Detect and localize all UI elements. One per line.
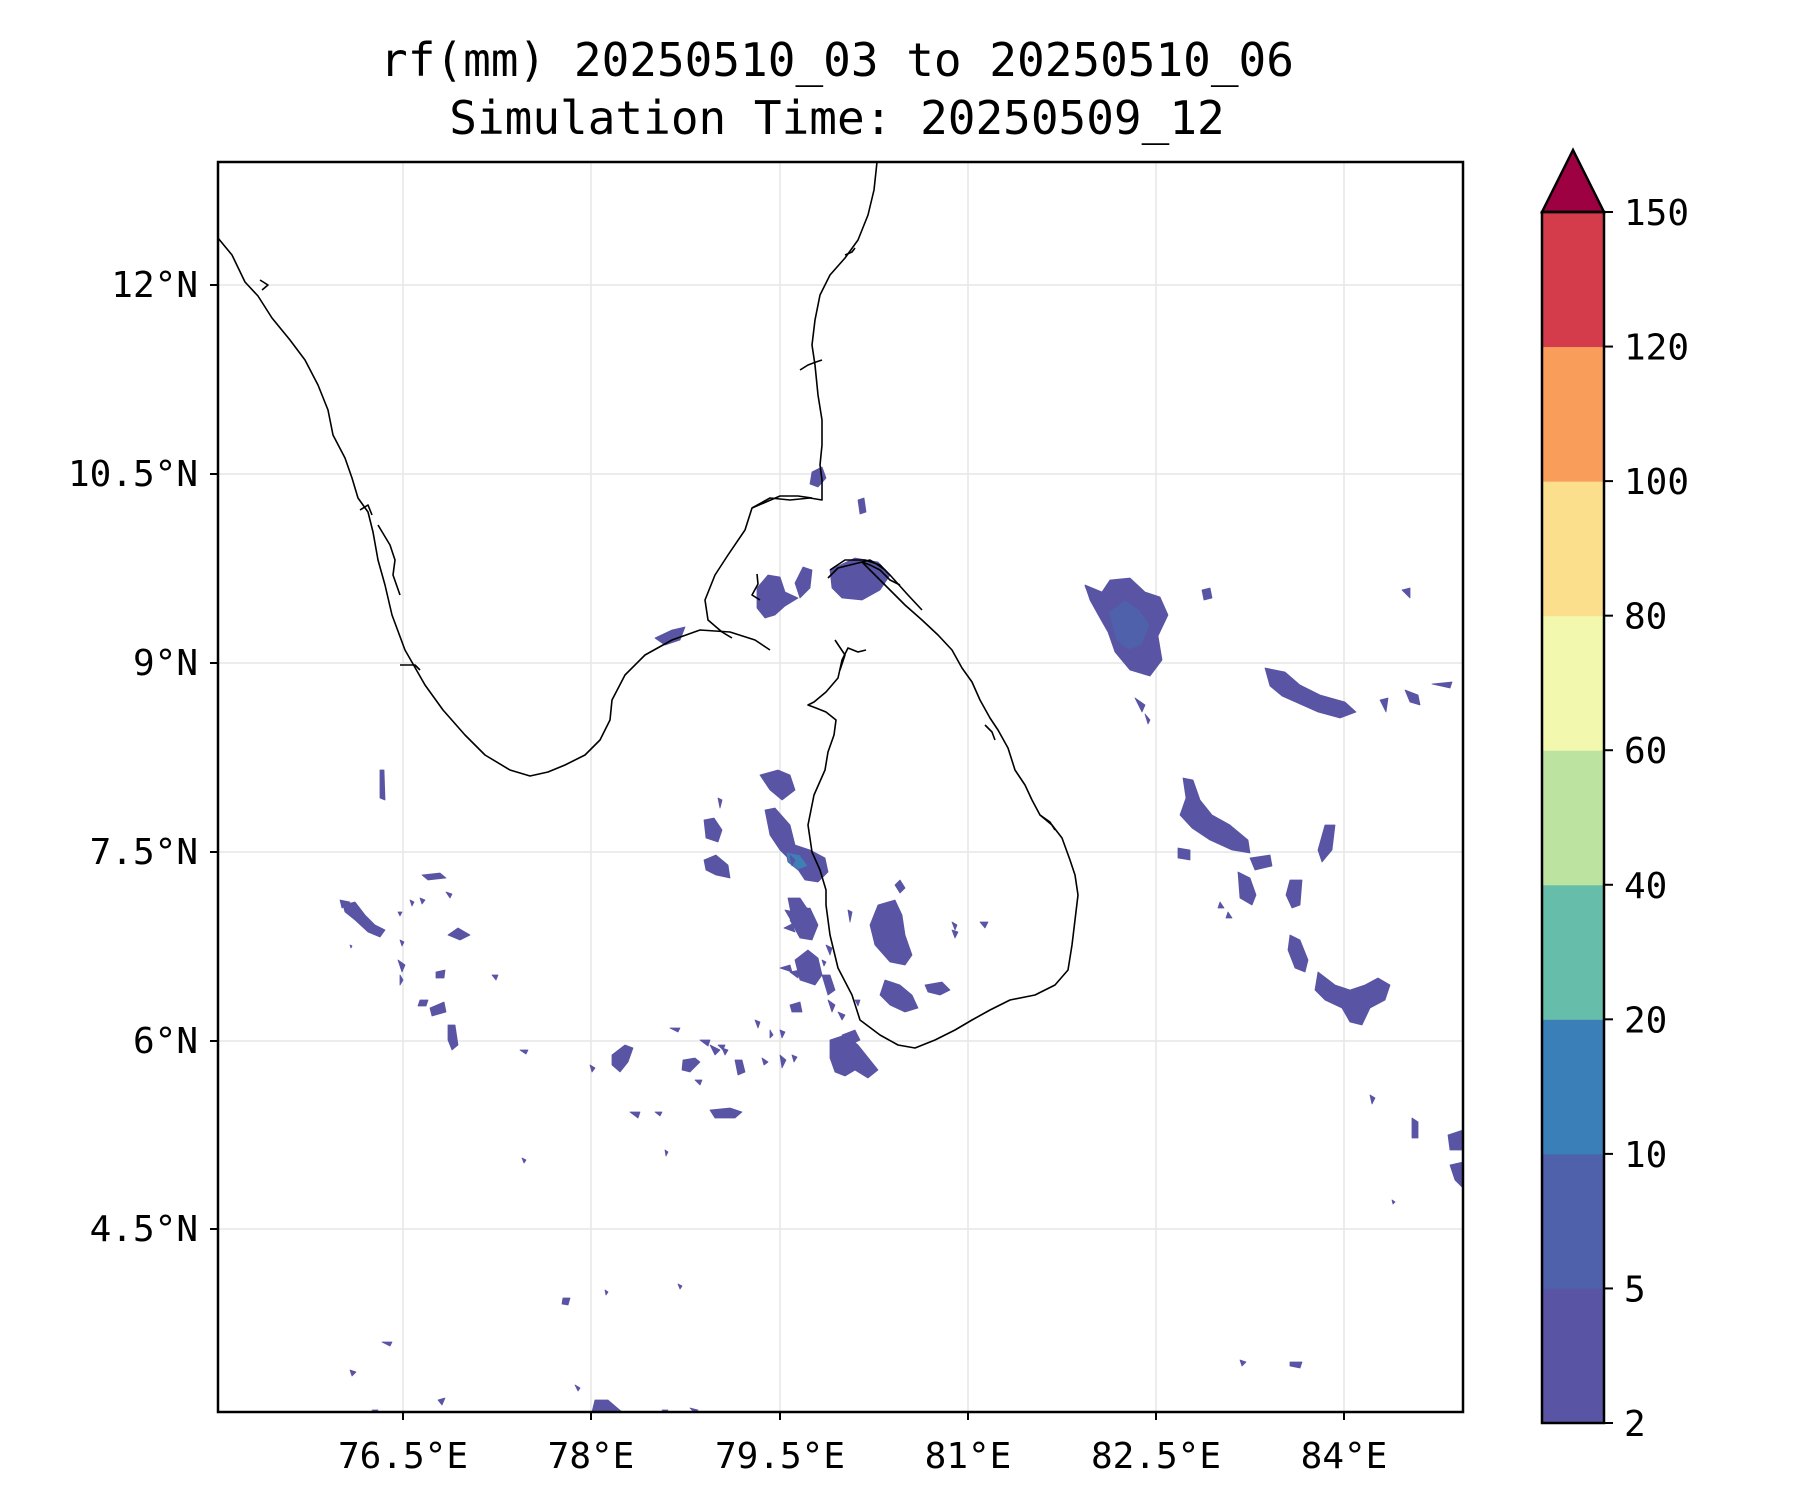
colorbar-tick-label: 100 (1624, 462, 1689, 503)
colorbar-tick-label: 80 (1624, 597, 1667, 638)
map-frame (216, 160, 1465, 1414)
colorbar-band (1542, 1153, 1604, 1289)
colorbar-band (1542, 750, 1604, 886)
y-tick-label: 12°N (111, 265, 198, 306)
colorbar-tick-label: 10 (1624, 1135, 1667, 1176)
rainfall-contours (339, 466, 1463, 1412)
colorbar-band (1542, 1019, 1604, 1155)
y-tick-label: 6°N (133, 1021, 198, 1062)
x-tick-label: 76.5°E (338, 1436, 468, 1477)
y-tick-label: 9°N (133, 643, 198, 684)
gridlines (218, 162, 1463, 1412)
x-tick-label: 81°E (925, 1436, 1012, 1477)
colorbar-band (1542, 884, 1604, 1020)
colorbar-band (1542, 1288, 1604, 1424)
axis-ticks (210, 284, 1345, 1420)
x-tick-label: 82.5°E (1091, 1436, 1221, 1477)
colorbar-ticks: 2 5 10 20 40 60 80 100 120 150 (1604, 193, 1689, 1445)
map-panel: 76.5°E 78°E 79.5°E 81°E 82.5°E 84°E 12°N… (68, 160, 1465, 1477)
y-tick-label: 10.5°N (68, 454, 198, 495)
colorbar-tick-label: 5 (1624, 1269, 1646, 1310)
colorbar-band (1542, 615, 1604, 751)
colorbar-extend-max-triangle (1539, 147, 1607, 214)
x-tick-label: 78°E (548, 1436, 635, 1477)
colorbar-tick-label: 120 (1624, 328, 1689, 369)
map-title-line2: Simulation Time: 20250509_12 (449, 91, 1224, 145)
colorbar-band (1542, 346, 1604, 482)
x-tick-label: 84°E (1301, 1436, 1388, 1477)
colorbar-tick-label: 60 (1624, 731, 1667, 772)
colorbar-frame (1540, 210, 1606, 1425)
y-tick-label: 4.5°N (90, 1209, 198, 1250)
map-title-line1: rf(mm) 20250510_03 to 20250510_06 (380, 33, 1294, 87)
colorbar-tick-label: 40 (1624, 866, 1667, 907)
colorbar-band (1542, 481, 1604, 617)
colorbar-tick-label: 2 (1624, 1404, 1646, 1445)
x-tick-label: 79.5°E (715, 1436, 845, 1477)
colorbar-band (1542, 212, 1604, 348)
colorbar-tick-label: 20 (1624, 1000, 1667, 1041)
y-tick-label: 7.5°N (90, 832, 198, 873)
colorbar-tick-label: 150 (1624, 193, 1689, 234)
colorbar: 2 5 10 20 40 60 80 100 120 150 (1539, 147, 1689, 1445)
colorbar-bands (1542, 212, 1604, 1424)
coastlines (218, 162, 1079, 1049)
